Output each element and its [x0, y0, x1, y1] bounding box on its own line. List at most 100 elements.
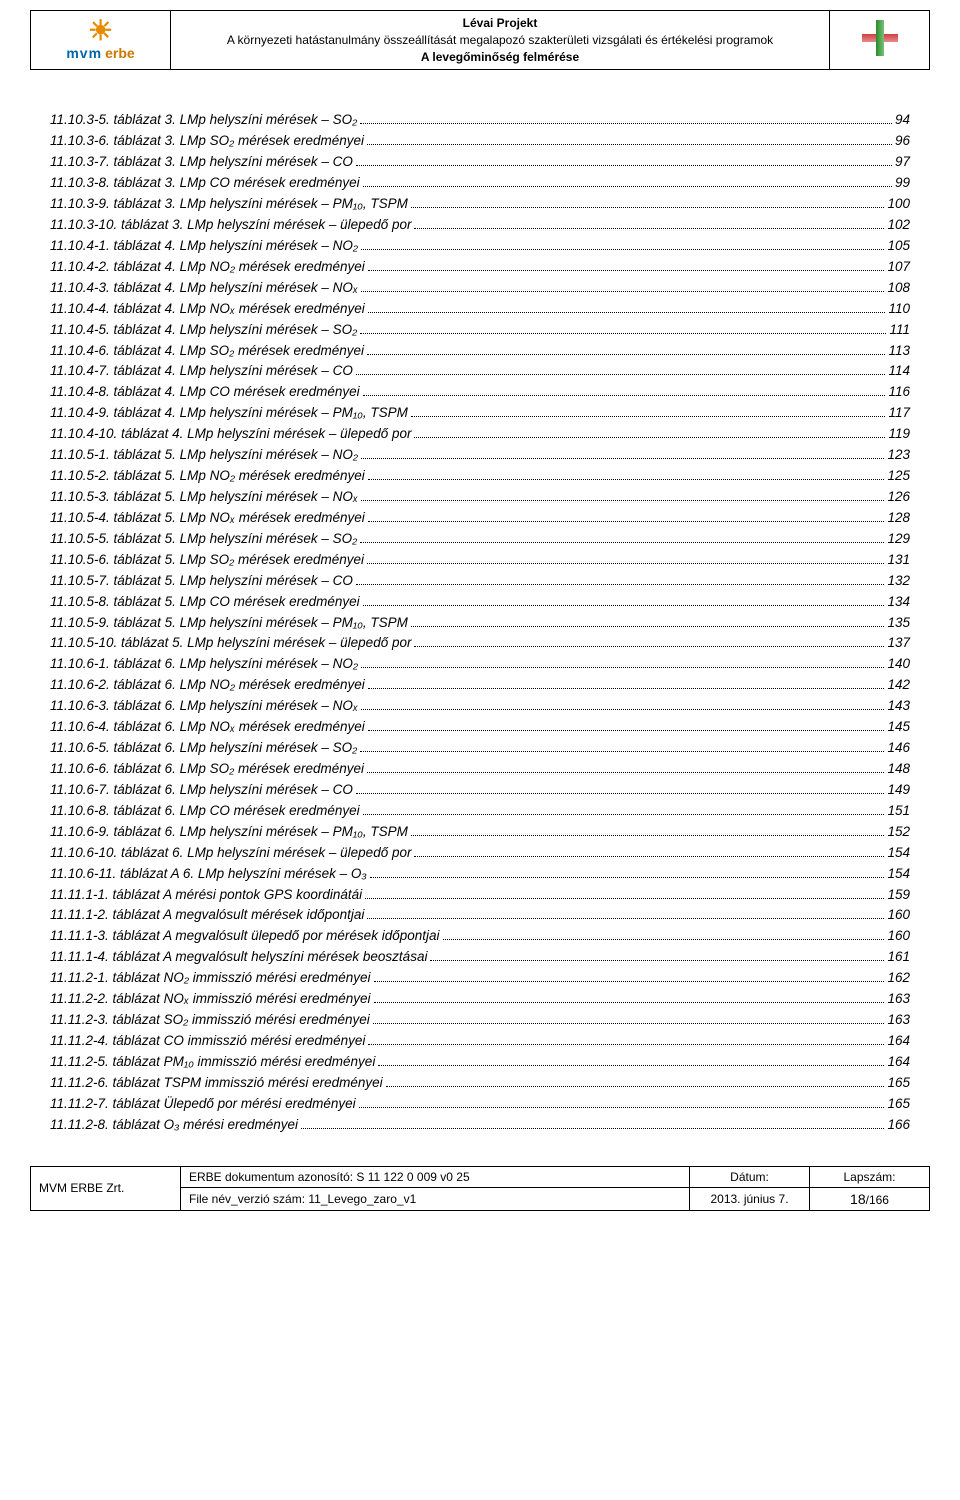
toc-page: 148: [887, 759, 910, 780]
toc-row: 11.10.6-3. táblázat 6. LMp helyszíni mér…: [50, 696, 910, 717]
toc-row: 11.11.1-4. táblázat A megvalósult helysz…: [50, 947, 910, 968]
toc-page: 160: [887, 926, 910, 947]
logo-left-cell: ☀ mvm erbe: [31, 11, 171, 70]
toc-dots: [411, 835, 885, 836]
toc-page: 165: [887, 1073, 910, 1094]
toc-row: 11.10.4-3. táblázat 4. LMp helyszíni mér…: [50, 278, 910, 299]
toc-row: 11.10.6-2. táblázat 6. LMp NO₂ mérések e…: [50, 675, 910, 696]
footer-company: MVM ERBE Zrt.: [31, 1166, 181, 1210]
toc-page: 140: [887, 654, 910, 675]
toc-dots: [301, 1128, 884, 1129]
toc-row: 11.11.1-3. táblázat A megvalósult üleped…: [50, 926, 910, 947]
toc-label: 11.11.2-5. táblázat PM₁₀ immisszió mérés…: [50, 1052, 375, 1073]
toc-dots: [363, 605, 885, 606]
page-footer: MVM ERBE Zrt. ERBE dokumentum azonosító:…: [30, 1166, 930, 1211]
toc-row: 11.10.5-5. táblázat 5. LMp helyszíni mér…: [50, 529, 910, 550]
toc-row: 11.11.2-8. táblázat O₃ mérési eredményei…: [50, 1115, 910, 1136]
toc-row: 11.10.4-4. táblázat 4. LMp NOₓ mérések e…: [50, 299, 910, 320]
toc-row: 11.10.5-6. táblázat 5. LMp SO₂ mérések e…: [50, 550, 910, 571]
toc-page: 126: [887, 487, 910, 508]
toc-dots: [368, 479, 885, 480]
toc-dots: [370, 877, 885, 878]
toc-page: 163: [887, 1010, 910, 1031]
toc-page: 131: [887, 550, 910, 571]
toc-dots: [414, 437, 885, 438]
toc-label: 11.11.2-3. táblázat SO₂ immisszió mérési…: [50, 1010, 370, 1031]
toc-dots: [367, 918, 884, 919]
toc-row: 11.10.6-5. táblázat 6. LMp helyszíni mér…: [50, 738, 910, 759]
toc-row: 11.10.4-8. táblázat 4. LMp CO mérések er…: [50, 382, 910, 403]
toc-dots: [368, 730, 885, 731]
footer-page-current: 18: [850, 1191, 866, 1207]
toc-label: 11.10.5-4. táblázat 5. LMp NOₓ mérések e…: [50, 508, 365, 529]
toc-dots: [414, 646, 884, 647]
toc-page: 165: [887, 1094, 910, 1115]
toc-row: 11.10.3-7. táblázat 3. LMp helyszíni mér…: [50, 152, 910, 173]
toc-label: 11.10.3-9. táblázat 3. LMp helyszíni mér…: [50, 194, 408, 215]
header-title-bold: Lévai Projekt: [179, 15, 821, 32]
medical-cross-icon: [860, 18, 900, 58]
toc-label: 11.10.6-8. táblázat 6. LMp CO mérések er…: [50, 801, 360, 822]
toc-row: 11.11.2-1. táblázat NO₂ immisszió mérési…: [50, 968, 910, 989]
toc-label: 11.10.4-9. táblázat 4. LMp helyszíni mér…: [50, 403, 408, 424]
table-of-contents: 11.10.3-5. táblázat 3. LMp helyszíni mér…: [50, 110, 910, 1135]
toc-row: 11.10.3-6. táblázat 3. LMp SO₂ mérések e…: [50, 131, 910, 152]
toc-label: 11.10.6-3. táblázat 6. LMp helyszíni mér…: [50, 696, 358, 717]
footer-file: File név_verzió szám: 11_Levego_zaro_v1: [181, 1187, 690, 1210]
toc-dots: [374, 981, 885, 982]
toc-page: 159: [887, 885, 910, 906]
toc-label: 11.10.5-5. táblázat 5. LMp helyszíni mér…: [50, 529, 357, 550]
toc-row: 11.10.3-5. táblázat 3. LMp helyszíni mér…: [50, 110, 910, 131]
toc-row: 11.10.3-8. táblázat 3. LMp CO mérések er…: [50, 173, 910, 194]
toc-dots: [368, 688, 885, 689]
toc-dots: [361, 500, 884, 501]
toc-dots: [367, 563, 884, 564]
toc-dots: [361, 291, 884, 292]
toc-page: 135: [887, 613, 910, 634]
toc-row: 11.10.5-9. táblázat 5. LMp helyszíni mér…: [50, 613, 910, 634]
toc-label: 11.10.5-6. táblázat 5. LMp SO₂ mérések e…: [50, 550, 364, 571]
toc-page: 116: [888, 382, 910, 403]
footer-doc-id: ERBE dokumentum azonosító: S 11 122 0 00…: [181, 1166, 690, 1187]
toc-dots: [361, 458, 884, 459]
mvm-text: mvm: [66, 45, 102, 61]
footer-page-total: /166: [866, 1193, 889, 1207]
toc-dots: [368, 312, 886, 313]
toc-dots: [356, 374, 886, 375]
toc-dots: [361, 249, 884, 250]
header-title-line3: A levegőminőség felmérése: [179, 49, 821, 66]
toc-label: 11.10.4-8. táblázat 4. LMp CO mérések er…: [50, 382, 360, 403]
toc-label: 11.10.6-10. táblázat 6. LMp helyszíni mé…: [50, 843, 411, 864]
mvm-erbe-logo: ☀ mvm erbe: [66, 17, 134, 61]
toc-label: 11.11.1-4. táblázat A megvalósult helysz…: [50, 947, 427, 968]
toc-dots: [360, 751, 884, 752]
toc-page: 146: [887, 738, 910, 759]
toc-row: 11.10.4-10. táblázat 4. LMp helyszíni mé…: [50, 424, 910, 445]
toc-dots: [414, 228, 884, 229]
toc-row: 11.11.2-4. táblázat CO immisszió mérési …: [50, 1031, 910, 1052]
toc-label: 11.10.5-2. táblázat 5. LMp NO₂ mérések e…: [50, 466, 365, 487]
toc-dots: [361, 709, 884, 710]
toc-row: 11.10.5-7. táblázat 5. LMp helyszíni mér…: [50, 571, 910, 592]
toc-page: 99: [895, 173, 910, 194]
toc-dots: [430, 960, 884, 961]
toc-page: 137: [887, 633, 910, 654]
toc-page: 154: [887, 843, 910, 864]
toc-label: 11.10.4-3. táblázat 4. LMp helyszíni mér…: [50, 278, 358, 299]
toc-dots: [360, 123, 892, 124]
toc-row: 11.11.1-1. táblázat A mérési pontok GPS …: [50, 885, 910, 906]
toc-page: 145: [887, 717, 910, 738]
toc-label: 11.10.4-5. táblázat 4. LMp helyszíni mér…: [50, 320, 357, 341]
toc-page: 152: [887, 822, 910, 843]
toc-label: 11.10.3-7. táblázat 3. LMp helyszíni mér…: [50, 152, 353, 173]
toc-page: 142: [887, 675, 910, 696]
toc-label: 11.11.1-3. táblázat A megvalósult üleped…: [50, 926, 440, 947]
toc-dots: [414, 856, 884, 857]
toc-label: 11.10.3-10. táblázat 3. LMp helyszíni mé…: [50, 215, 411, 236]
toc-page: 162: [887, 968, 910, 989]
toc-page: 105: [887, 236, 910, 257]
toc-page: 108: [887, 278, 910, 299]
toc-page: 125: [887, 466, 910, 487]
toc-row: 11.10.6-11. táblázat A 6. LMp helyszíni …: [50, 864, 910, 885]
toc-label: 11.11.1-1. táblázat A mérési pontok GPS …: [50, 885, 362, 906]
